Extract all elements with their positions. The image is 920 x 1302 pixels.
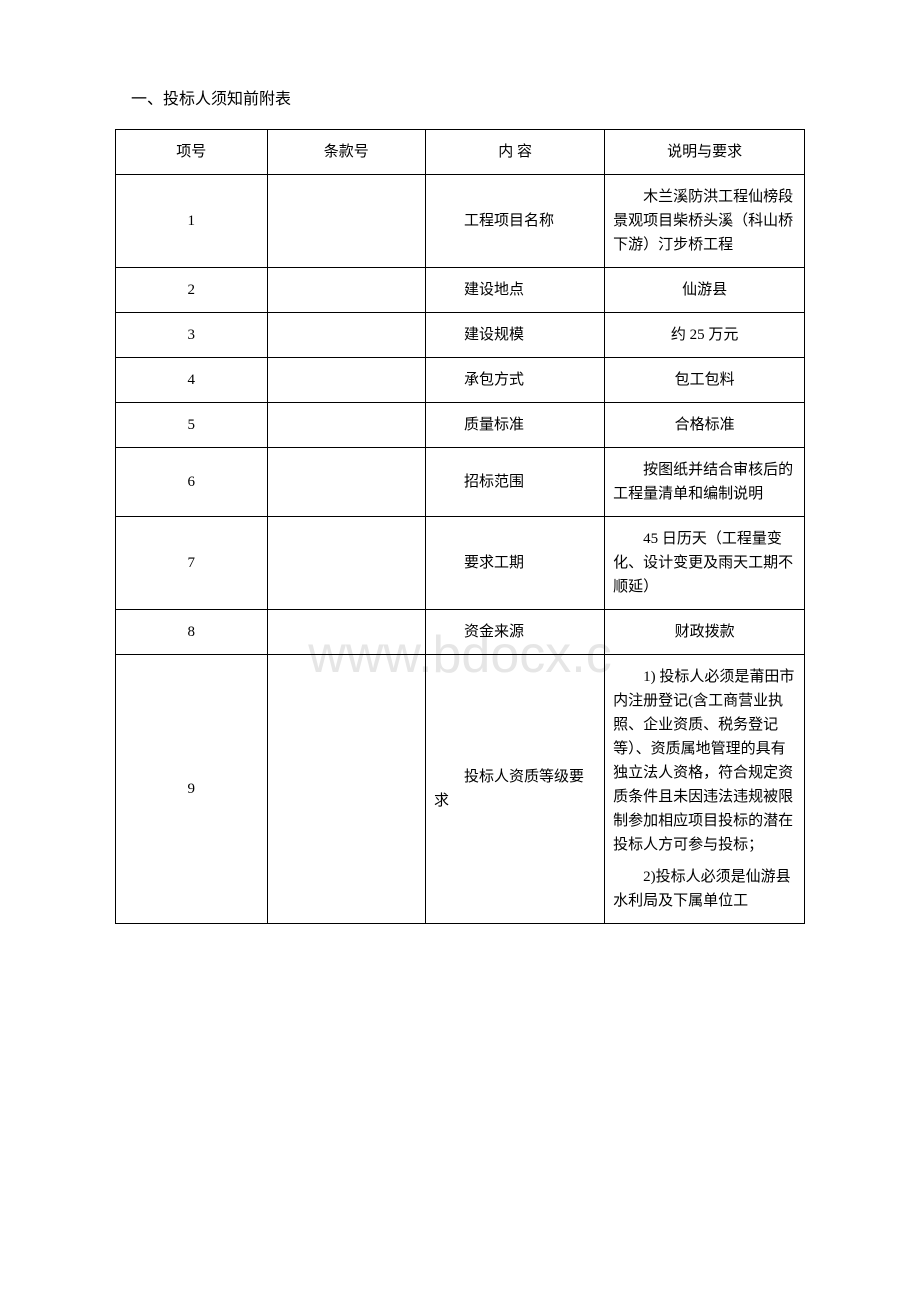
cell-content: 招标范围 [426, 448, 605, 517]
cell-desc: 45 日历天（工程量变化、设计变更及雨天工期不顺延） [605, 517, 805, 610]
table-row: 3 建设规模 约 25 万元 [116, 313, 805, 358]
cell-num: 7 [116, 517, 268, 610]
cell-content: 资金来源 [426, 610, 605, 655]
table-row: 1 工程项目名称 木兰溪防洪工程仙榜段景观项目柴桥头溪（科山桥下游）汀步桥工程 [116, 175, 805, 268]
cell-desc: 合格标准 [605, 403, 805, 448]
table-row: 2 建设地点 仙游县 [116, 268, 805, 313]
cell-clause [267, 655, 425, 924]
cell-content: 工程项目名称 [426, 175, 605, 268]
cell-content: 建设规模 [426, 313, 605, 358]
header-content: 内 容 [426, 130, 605, 175]
cell-clause [267, 313, 425, 358]
table-header-row: 项号 条款号 内 容 说明与要求 [116, 130, 805, 175]
desc-part-2: 2)投标人必须是仙游县水利局及下属单位工 [613, 865, 796, 913]
cell-clause [267, 358, 425, 403]
cell-num: 3 [116, 313, 268, 358]
table-row: 8 资金来源 财政拨款 [116, 610, 805, 655]
cell-content: 投标人资质等级要求 [426, 655, 605, 924]
header-item-num: 项号 [116, 130, 268, 175]
cell-desc: 约 25 万元 [605, 313, 805, 358]
header-desc: 说明与要求 [605, 130, 805, 175]
page-title: 一、投标人须知前附表 [115, 85, 805, 109]
cell-content: 要求工期 [426, 517, 605, 610]
cell-desc: 仙游县 [605, 268, 805, 313]
header-clause-num: 条款号 [267, 130, 425, 175]
cell-desc: 按图纸并结合审核后的工程量清单和编制说明 [605, 448, 805, 517]
cell-content: 承包方式 [426, 358, 605, 403]
cell-num: 1 [116, 175, 268, 268]
cell-desc: 财政拨款 [605, 610, 805, 655]
cell-desc: 1) 投标人必须是莆田市内注册登记(含工商营业执照、企业资质、税务登记等）、资质… [605, 655, 805, 924]
table-row: 4 承包方式 包工包料 [116, 358, 805, 403]
table-row: 6 招标范围 按图纸并结合审核后的工程量清单和编制说明 [116, 448, 805, 517]
table-row: 5 质量标准 合格标准 [116, 403, 805, 448]
table-row: 9 投标人资质等级要求 1) 投标人必须是莆田市内注册登记(含工商营业执照、企业… [116, 655, 805, 924]
cell-clause [267, 268, 425, 313]
cell-desc: 包工包料 [605, 358, 805, 403]
cell-clause [267, 610, 425, 655]
cell-content: 质量标准 [426, 403, 605, 448]
bidder-notice-table: 项号 条款号 内 容 说明与要求 1 工程项目名称 木兰溪防洪工程仙榜段景观项目… [115, 129, 805, 924]
cell-clause [267, 517, 425, 610]
cell-clause [267, 175, 425, 268]
cell-num: 9 [116, 655, 268, 924]
desc-part-1: 1) 投标人必须是莆田市内注册登记(含工商营业执照、企业资质、税务登记等）、资质… [613, 665, 796, 857]
cell-num: 2 [116, 268, 268, 313]
cell-num: 8 [116, 610, 268, 655]
cell-num: 4 [116, 358, 268, 403]
cell-clause [267, 448, 425, 517]
cell-num: 6 [116, 448, 268, 517]
cell-num: 5 [116, 403, 268, 448]
cell-clause [267, 403, 425, 448]
cell-desc: 木兰溪防洪工程仙榜段景观项目柴桥头溪（科山桥下游）汀步桥工程 [605, 175, 805, 268]
table-row: 7 要求工期 45 日历天（工程量变化、设计变更及雨天工期不顺延） [116, 517, 805, 610]
cell-content: 建设地点 [426, 268, 605, 313]
